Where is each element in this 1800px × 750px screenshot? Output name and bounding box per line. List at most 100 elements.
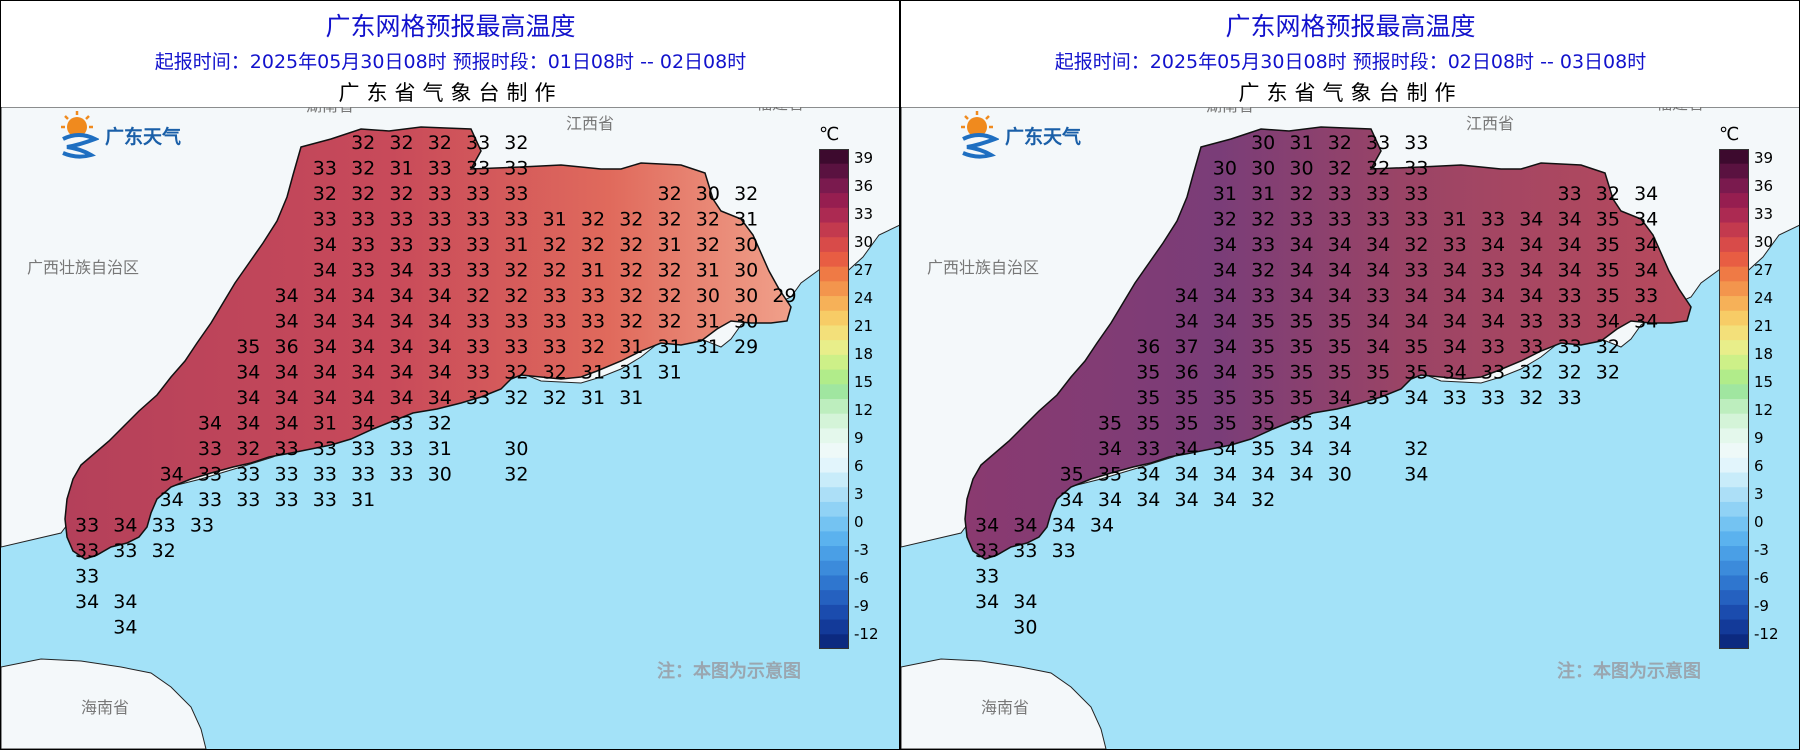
temp-value: 34: [313, 362, 337, 384]
colorbar-swatch: [1719, 619, 1749, 635]
colorbar-swatch: [1719, 369, 1749, 385]
temp-value: 35: [1098, 464, 1122, 486]
temp-value: 30: [1328, 464, 1352, 486]
colorbar-swatch: [819, 354, 849, 371]
temp-value: 34: [1481, 234, 1505, 256]
temp-value: 34: [1328, 387, 1352, 409]
temperature-map: 32 32 32 33 32 33 32 31 33 33 33 32 32 32 33 33 33 32 30 32…: [1, 107, 899, 749]
schematic-note: 注：本图为示意图: [657, 661, 801, 682]
temp-value: 31: [658, 362, 682, 384]
temp-value: 33: [1481, 387, 1505, 409]
temp-value: 32: [543, 387, 567, 409]
temp-value: 34: [275, 387, 299, 409]
colorbar-swatch: [819, 222, 849, 238]
temp-value: 33: [466, 209, 490, 231]
temp-value: 32: [619, 234, 643, 256]
temp-value: 32: [696, 209, 720, 231]
colorbar-tick-label: 12: [854, 401, 874, 419]
temp-value: 34: [389, 336, 413, 358]
temp-value: 31: [1251, 183, 1275, 205]
temp-value: 33: [466, 158, 490, 180]
temp-value: 32: [1558, 362, 1582, 384]
sun-logo-icon: [61, 111, 99, 159]
temp-value: 35: [1404, 336, 1428, 358]
temp-value: 34: [389, 260, 413, 282]
temp-value: 32: [351, 158, 375, 180]
colorbar-tick-label: -9: [1754, 597, 1769, 615]
forecast-panel-1: 广东网格预报最高温度 起报时间：2025年05月30日08时 预报时段：01日0…: [0, 0, 900, 750]
region-labels: 湖南省江西省 福建省广西壮族自治区海南省: [27, 107, 804, 717]
temp-value: 31: [543, 209, 567, 231]
temp-value: 33: [504, 311, 528, 333]
temp-value: 34: [1013, 515, 1037, 537]
temp-value: 32: [1213, 209, 1237, 231]
temp-value: 34: [351, 362, 375, 384]
colorbar-swatch: [819, 149, 849, 165]
temp-value: 31: [581, 260, 605, 282]
temp-value: 35: [1366, 362, 1390, 384]
temp-value: 35: [1289, 336, 1313, 358]
guangdong-province: [964, 126, 1692, 560]
temp-value: 34: [1519, 234, 1543, 256]
temp-value: 33: [313, 438, 337, 460]
temp-value: 30: [734, 234, 758, 256]
temp-value: 32: [351, 183, 375, 205]
temp-value: 32: [543, 234, 567, 256]
temp-value: 31: [619, 387, 643, 409]
temp-value: 34: [75, 591, 99, 613]
temp-value: 32: [1328, 158, 1352, 180]
colorbar-swatch: [819, 531, 849, 547]
colorbar-swatch: [1719, 354, 1749, 371]
temp-value: 34: [1404, 387, 1428, 409]
temp-value: 34: [428, 362, 452, 384]
temp-value: 30: [1251, 158, 1275, 180]
colorbar-swatch: [819, 266, 849, 282]
temp-value: 33: [1052, 540, 1076, 562]
colorbar-tick-label: 24: [1754, 289, 1774, 307]
temp-value: 31: [389, 158, 413, 180]
temp-value: 32: [658, 183, 682, 205]
temp-value: 34: [1404, 311, 1428, 333]
temp-value: 31: [581, 362, 605, 384]
colorbar-swatch: [1719, 149, 1749, 165]
temp-value: 31: [658, 336, 682, 358]
temp-value: 33: [1404, 183, 1428, 205]
temp-value: 33: [543, 311, 567, 333]
colorbar-tick-label: 9: [854, 429, 864, 447]
temp-value: 33: [1558, 336, 1582, 358]
temp-value: 32: [389, 183, 413, 205]
temp-value: 32: [1519, 387, 1543, 409]
temp-value: 35: [1251, 438, 1275, 460]
temp-value: 37: [1175, 336, 1199, 358]
temp-value: 35: [1596, 234, 1620, 256]
temp-value: 33: [1481, 209, 1505, 231]
temp-value: 33: [75, 540, 99, 562]
temp-value: 34: [1213, 260, 1237, 282]
temp-value: 32: [389, 132, 413, 154]
temp-value: 34: [1052, 515, 1076, 537]
temp-value: 34: [1596, 311, 1620, 333]
temp-value: 34: [351, 387, 375, 409]
map-title: 广东网格预报最高温度: [1225, 12, 1476, 41]
temp-value: 34: [1366, 336, 1390, 358]
land-hainan: [901, 658, 1107, 749]
temp-value: 34: [1558, 260, 1582, 282]
temp-value: 34: [160, 464, 184, 486]
temp-value: 32: [658, 285, 682, 307]
temp-value: 33: [351, 260, 375, 282]
colorbar-tick-label: 21: [1754, 317, 1774, 335]
temp-value: 33: [1404, 260, 1428, 282]
colorbar-swatch: [819, 634, 849, 649]
colorbar-tick-label: -9: [854, 597, 869, 615]
temp-value: 35: [1596, 260, 1620, 282]
temp-value: 33: [428, 260, 452, 282]
temp-value: 33: [389, 234, 413, 256]
temp-value: 30: [1013, 617, 1037, 639]
temp-value: 33: [1558, 285, 1582, 307]
colorbar-tick-label: -6: [854, 569, 869, 587]
region-labels: 湖南省江西省 福建省广西壮族自治区海南省: [927, 107, 1704, 717]
colorbar-swatch: [819, 237, 849, 253]
colorbar-swatch: [1719, 251, 1749, 268]
temp-value: 33: [466, 387, 490, 409]
colorbar-swatch: [1719, 193, 1749, 209]
